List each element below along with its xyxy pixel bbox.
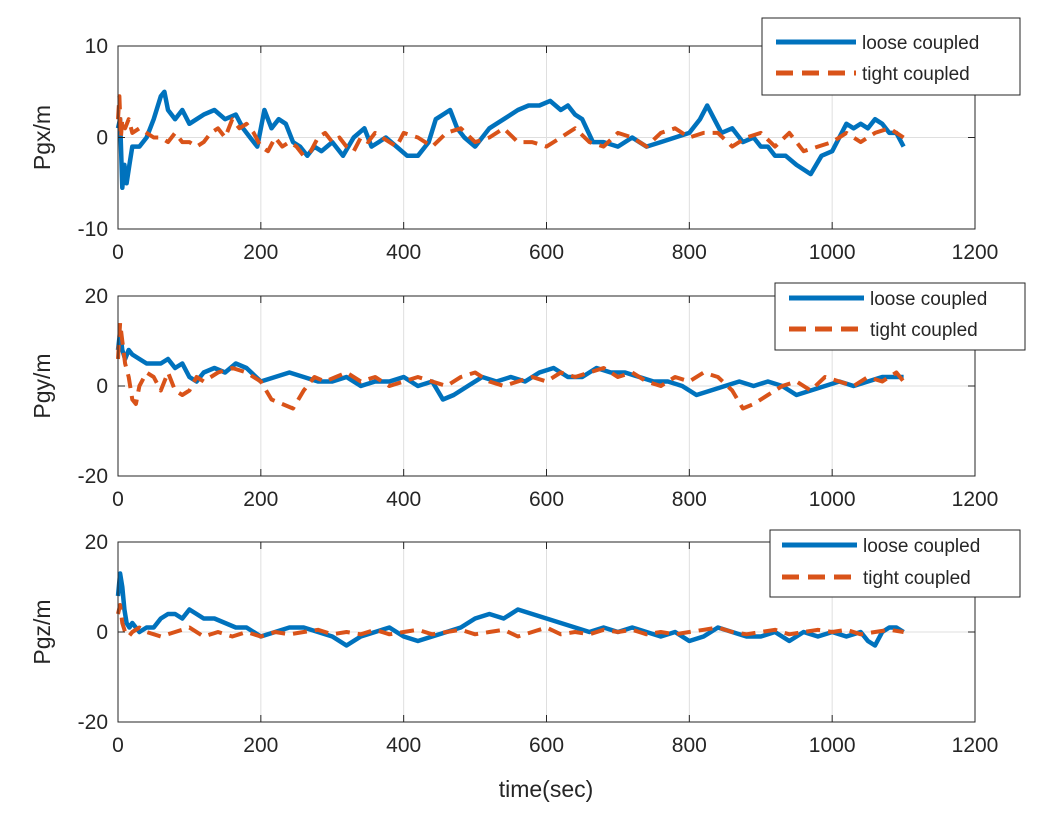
legend: loose coupled tight coupled (761, 17, 1021, 96)
x-tick-label: 1000 (809, 734, 856, 757)
series (115, 321, 906, 411)
x-tick-label: 200 (243, 241, 278, 264)
series-line-tight-coupled (116, 94, 905, 158)
y-tick-label: -20 (78, 711, 108, 734)
legend-box (774, 282, 1026, 351)
legend-label-tight-coupled: tight coupled (863, 568, 971, 589)
x-tick-label: 1200 (952, 488, 999, 511)
legend-label-loose-coupled: loose coupled (862, 33, 979, 54)
legend-box (769, 529, 1021, 598)
x-tick-label: 400 (386, 488, 421, 511)
y-tick-label: 0 (96, 375, 108, 398)
series-line-loose-coupled (115, 329, 904, 402)
y-tick-label: 0 (96, 621, 108, 644)
x-tick-label: 600 (529, 488, 564, 511)
x-tick-label: 400 (386, 241, 421, 264)
series (115, 571, 905, 648)
y-axis-label: Pgy/m (29, 353, 55, 418)
legend-label-tight-coupled: tight coupled (862, 64, 970, 85)
x-tick-label: 1200 (952, 734, 999, 757)
x-tick-label: 800 (672, 241, 707, 264)
y-axis-label: Pgx/m (29, 105, 55, 170)
x-tick-label: 200 (243, 734, 278, 757)
x-tick-label: 0 (112, 241, 124, 264)
legend-label-loose-coupled: loose coupled (863, 536, 980, 557)
legend-label-tight-coupled: tight coupled (870, 320, 978, 341)
x-tick-label: 1000 (809, 488, 856, 511)
x-tick-label: 600 (529, 734, 564, 757)
y-tick-label: -20 (78, 465, 108, 488)
x-tick-label: 0 (112, 734, 124, 757)
x-tick-label: 1200 (952, 241, 999, 264)
series-line-loose-coupled (115, 89, 906, 191)
x-tick-label: 1000 (809, 241, 856, 264)
x-tick-label: 600 (529, 241, 564, 264)
series-line-tight-coupled (116, 321, 906, 411)
series-line-tight-coupled (116, 603, 904, 639)
legend-box (761, 17, 1021, 96)
legend: loose coupled tight coupled (774, 282, 1026, 351)
x-axis-label: time(sec) (499, 776, 594, 802)
x-tick-label: 0 (112, 488, 124, 511)
series (115, 89, 906, 191)
y-axis-label: Pgz/m (29, 599, 55, 664)
legend: loose coupled tight coupled (769, 529, 1021, 598)
legend-label-loose-coupled: loose coupled (870, 289, 987, 310)
y-tick-label: 0 (96, 127, 108, 150)
y-tick-label: 20 (85, 531, 108, 554)
x-tick-label: 800 (672, 734, 707, 757)
y-tick-label: 20 (85, 285, 108, 308)
y-tick-label: 10 (85, 35, 108, 58)
y-tick-label: -10 (78, 218, 108, 241)
x-tick-label: 800 (672, 488, 707, 511)
x-tick-label: 200 (243, 488, 278, 511)
x-tick-label: 400 (386, 734, 421, 757)
